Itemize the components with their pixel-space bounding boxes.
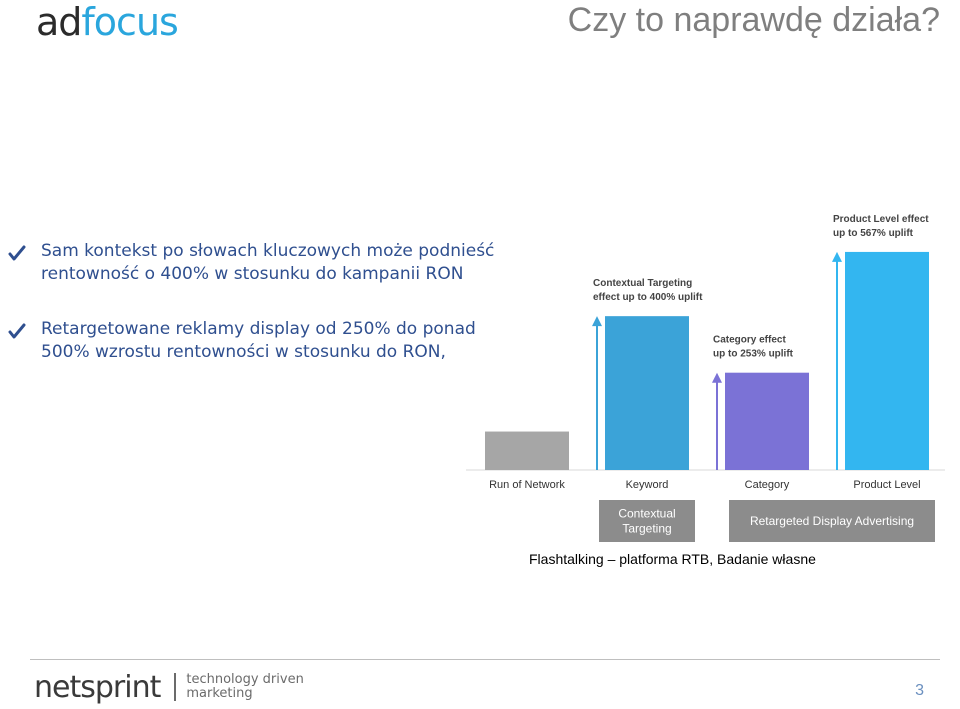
group-label: Contextual	[618, 507, 675, 521]
group-label-box	[599, 500, 695, 542]
bar-annotation: Product Level effect	[833, 214, 929, 225]
logo-ad-part: ad	[36, 0, 82, 44]
slide-title: Czy to naprawdę działa?	[567, 1, 940, 39]
group-label: Retargeted Display Advertising	[750, 514, 914, 528]
netsprint-logo: netsprint technology driven marketing	[34, 669, 304, 705]
x-tick-label: Product Level	[853, 479, 920, 491]
source-note: Flashtalking – platforma RTB, Badanie wł…	[529, 551, 816, 567]
uplift-arrow-head	[592, 316, 602, 327]
checkmark-icon	[8, 245, 26, 261]
uplift-arrow-head	[712, 372, 722, 383]
bar-annotation: up to 567% uplift	[833, 228, 914, 239]
bar-keyword	[605, 316, 689, 470]
x-tick-label: Run of Network	[489, 479, 565, 491]
bar-annotation: effect up to 400% uplift	[593, 292, 703, 303]
page-number: 3	[915, 682, 924, 699]
group-label: Targeting	[622, 522, 671, 536]
bar-product-level	[845, 251, 929, 470]
bar-annotation: Category effect	[713, 335, 786, 346]
bullet-item-2: Retargetowane reklamy display od 250% do…	[8, 318, 508, 364]
bullet-text: Sam kontekst po słowach kluczowych może …	[41, 241, 495, 284]
adfocus-logo: adfocus	[36, 0, 179, 44]
bullet-item-1: Sam kontekst po słowach kluczowych może …	[8, 240, 508, 286]
bar-category	[725, 372, 809, 470]
group-label-box	[729, 500, 935, 542]
netsprint-wordmark: netsprint	[34, 669, 161, 705]
tagline-line-2: marketing	[186, 686, 253, 701]
bar-run-of-network	[485, 431, 569, 470]
x-tick-label: Category	[745, 479, 790, 491]
logo-separator	[174, 673, 177, 701]
footer-divider	[30, 659, 940, 660]
uplift-arrow-head	[832, 251, 842, 262]
netsprint-tagline: technology driven marketing	[186, 673, 303, 701]
x-tick-label: Keyword	[626, 479, 669, 491]
checkmark-icon	[8, 323, 26, 339]
tagline-line-1: technology driven	[186, 672, 304, 687]
uplift-bar-chart: Run of Network Keyword Category Product Lev…	[466, 214, 945, 542]
bullet-list: Sam kontekst po słowach kluczowych może …	[8, 240, 508, 396]
bar-annotation: up to 253% uplift	[713, 349, 794, 360]
logo-focus-part: focus	[81, 0, 178, 44]
bar-annotation: Contextual Targeting	[593, 278, 692, 289]
bullet-text: Retargetowane reklamy display od 250% do…	[41, 319, 476, 362]
